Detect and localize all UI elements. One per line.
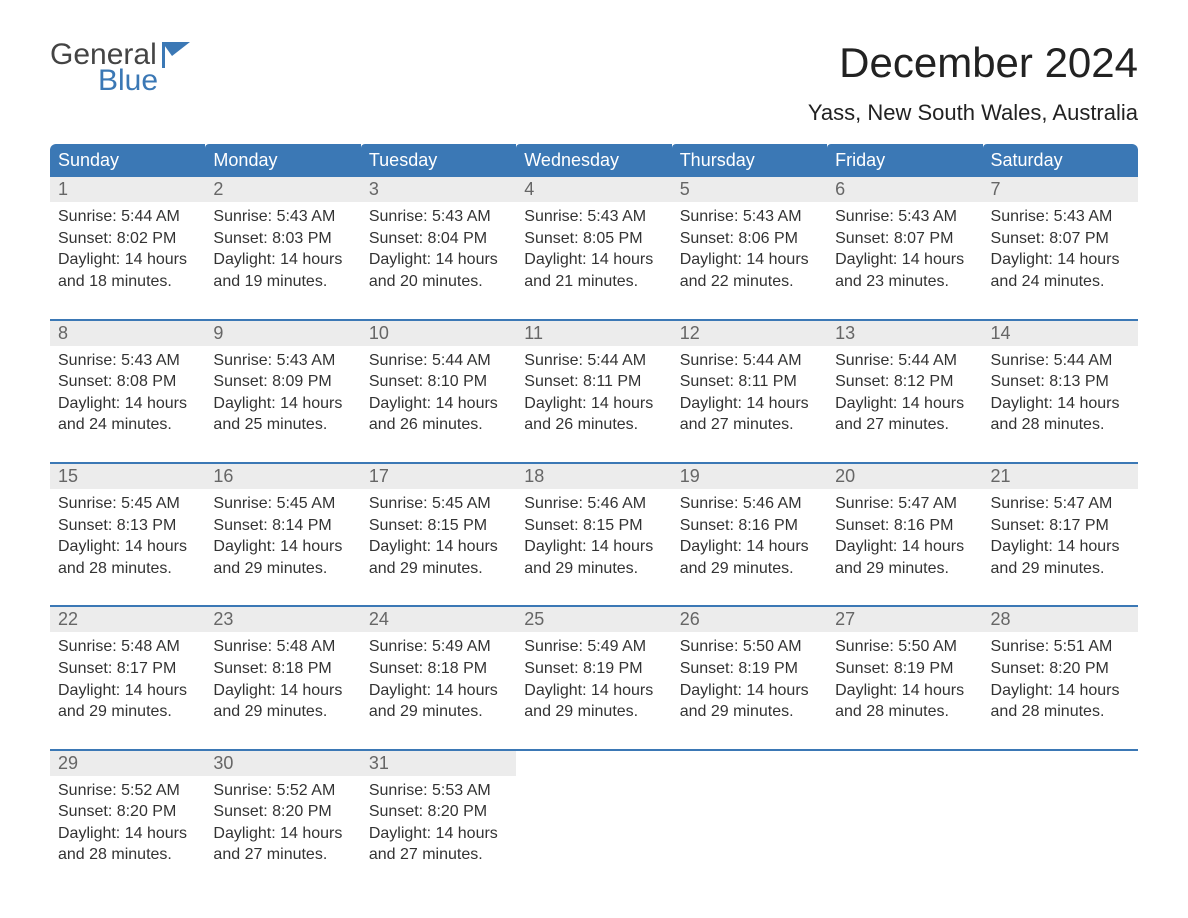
day-number-cell: 3: [361, 177, 516, 202]
day-number-cell: [672, 751, 827, 776]
daynum-row: 293031: [50, 751, 1138, 776]
day-info-cell: Sunrise: 5:50 AMSunset: 8:19 PMDaylight:…: [827, 632, 982, 749]
day-number-cell: 20: [827, 464, 982, 489]
daynum-row: 1234567: [50, 177, 1138, 202]
day-info-row: Sunrise: 5:48 AMSunset: 8:17 PMDaylight:…: [50, 632, 1138, 749]
day-info-row: Sunrise: 5:43 AMSunset: 8:08 PMDaylight:…: [50, 346, 1138, 463]
day-info-cell: Sunrise: 5:43 AMSunset: 8:09 PMDaylight:…: [205, 346, 360, 463]
day-number-cell: 5: [672, 177, 827, 202]
weekday-header: Thursday: [672, 144, 827, 177]
daynum-row: 891011121314: [50, 321, 1138, 346]
day-info-cell: Sunrise: 5:47 AMSunset: 8:16 PMDaylight:…: [827, 489, 982, 606]
day-number-cell: 23: [205, 607, 360, 632]
weekday-header: Tuesday: [361, 144, 516, 177]
day-number-cell: 30: [205, 751, 360, 776]
day-number-cell: 13: [827, 321, 982, 346]
day-number-cell: 24: [361, 607, 516, 632]
day-info-cell: [672, 776, 827, 892]
day-info-cell: Sunrise: 5:48 AMSunset: 8:17 PMDaylight:…: [50, 632, 205, 749]
day-number-cell: [516, 751, 671, 776]
weekday-header: Saturday: [983, 144, 1138, 177]
weekday-header-row: Sunday Monday Tuesday Wednesday Thursday…: [50, 144, 1138, 177]
weekday-header: Friday: [827, 144, 982, 177]
day-number-cell: 10: [361, 321, 516, 346]
day-info-cell: Sunrise: 5:43 AMSunset: 8:03 PMDaylight:…: [205, 202, 360, 319]
day-number-cell: 31: [361, 751, 516, 776]
day-info-cell: Sunrise: 5:49 AMSunset: 8:19 PMDaylight:…: [516, 632, 671, 749]
day-number-cell: 19: [672, 464, 827, 489]
day-info-cell: Sunrise: 5:45 AMSunset: 8:14 PMDaylight:…: [205, 489, 360, 606]
day-number-cell: 1: [50, 177, 205, 202]
day-number-cell: 21: [983, 464, 1138, 489]
location-text: Yass, New South Wales, Australia: [808, 100, 1138, 126]
day-info-cell: Sunrise: 5:43 AMSunset: 8:04 PMDaylight:…: [361, 202, 516, 319]
logo: General Blue: [50, 40, 196, 96]
day-info-cell: Sunrise: 5:43 AMSunset: 8:07 PMDaylight:…: [827, 202, 982, 319]
page: General Blue December 2024 Yass, New Sou…: [0, 0, 1188, 918]
day-number-cell: 9: [205, 321, 360, 346]
day-number-cell: 26: [672, 607, 827, 632]
weekday-header: Wednesday: [516, 144, 671, 177]
day-info-cell: Sunrise: 5:47 AMSunset: 8:17 PMDaylight:…: [983, 489, 1138, 606]
day-number-cell: 28: [983, 607, 1138, 632]
day-info-cell: Sunrise: 5:44 AMSunset: 8:13 PMDaylight:…: [983, 346, 1138, 463]
day-number-cell: [827, 751, 982, 776]
day-info-cell: Sunrise: 5:48 AMSunset: 8:18 PMDaylight:…: [205, 632, 360, 749]
day-info-row: Sunrise: 5:52 AMSunset: 8:20 PMDaylight:…: [50, 776, 1138, 892]
month-title: December 2024: [808, 40, 1138, 86]
day-info-cell: Sunrise: 5:46 AMSunset: 8:16 PMDaylight:…: [672, 489, 827, 606]
day-info-cell: Sunrise: 5:44 AMSunset: 8:11 PMDaylight:…: [516, 346, 671, 463]
day-number-cell: 27: [827, 607, 982, 632]
day-info-cell: Sunrise: 5:53 AMSunset: 8:20 PMDaylight:…: [361, 776, 516, 892]
day-number-cell: 8: [50, 321, 205, 346]
day-number-cell: 17: [361, 464, 516, 489]
day-number-cell: 16: [205, 464, 360, 489]
logo-text-block: General Blue: [50, 40, 158, 96]
weekday-header: Sunday: [50, 144, 205, 177]
day-info-cell: Sunrise: 5:52 AMSunset: 8:20 PMDaylight:…: [205, 776, 360, 892]
day-number-cell: 4: [516, 177, 671, 202]
day-info-cell: Sunrise: 5:44 AMSunset: 8:02 PMDaylight:…: [50, 202, 205, 319]
day-info-cell: [983, 776, 1138, 892]
day-number-cell: 12: [672, 321, 827, 346]
day-number-cell: 18: [516, 464, 671, 489]
day-info-cell: Sunrise: 5:50 AMSunset: 8:19 PMDaylight:…: [672, 632, 827, 749]
day-info-cell: Sunrise: 5:44 AMSunset: 8:10 PMDaylight:…: [361, 346, 516, 463]
day-number-cell: 15: [50, 464, 205, 489]
day-number-cell: 22: [50, 607, 205, 632]
day-number-cell: 25: [516, 607, 671, 632]
day-info-cell: [516, 776, 671, 892]
day-info-cell: Sunrise: 5:46 AMSunset: 8:15 PMDaylight:…: [516, 489, 671, 606]
daynum-row: 22232425262728: [50, 607, 1138, 632]
weekday-header: Monday: [205, 144, 360, 177]
day-info-cell: Sunrise: 5:49 AMSunset: 8:18 PMDaylight:…: [361, 632, 516, 749]
day-info-cell: Sunrise: 5:44 AMSunset: 8:11 PMDaylight:…: [672, 346, 827, 463]
day-info-row: Sunrise: 5:44 AMSunset: 8:02 PMDaylight:…: [50, 202, 1138, 319]
day-number-cell: [983, 751, 1138, 776]
logo-text-blue: Blue: [98, 66, 158, 96]
day-info-cell: Sunrise: 5:52 AMSunset: 8:20 PMDaylight:…: [50, 776, 205, 892]
day-info-row: Sunrise: 5:45 AMSunset: 8:13 PMDaylight:…: [50, 489, 1138, 606]
day-info-cell: Sunrise: 5:43 AMSunset: 8:06 PMDaylight:…: [672, 202, 827, 319]
day-info-cell: Sunrise: 5:43 AMSunset: 8:08 PMDaylight:…: [50, 346, 205, 463]
day-info-cell: Sunrise: 5:45 AMSunset: 8:15 PMDaylight:…: [361, 489, 516, 606]
day-number-cell: 14: [983, 321, 1138, 346]
header: General Blue December 2024 Yass, New Sou…: [50, 40, 1138, 126]
day-info-cell: Sunrise: 5:43 AMSunset: 8:05 PMDaylight:…: [516, 202, 671, 319]
day-info-cell: Sunrise: 5:44 AMSunset: 8:12 PMDaylight:…: [827, 346, 982, 463]
daynum-row: 15161718192021: [50, 464, 1138, 489]
day-number-cell: 2: [205, 177, 360, 202]
logo-flag-icon: [162, 42, 196, 73]
day-info-cell: Sunrise: 5:51 AMSunset: 8:20 PMDaylight:…: [983, 632, 1138, 749]
day-number-cell: 11: [516, 321, 671, 346]
day-number-cell: 6: [827, 177, 982, 202]
day-info-cell: [827, 776, 982, 892]
day-info-cell: Sunrise: 5:43 AMSunset: 8:07 PMDaylight:…: [983, 202, 1138, 319]
day-number-cell: 29: [50, 751, 205, 776]
calendar-table: Sunday Monday Tuesday Wednesday Thursday…: [50, 144, 1138, 892]
day-number-cell: 7: [983, 177, 1138, 202]
title-block: December 2024 Yass, New South Wales, Aus…: [808, 40, 1138, 126]
calendar-body: 1234567Sunrise: 5:44 AMSunset: 8:02 PMDa…: [50, 177, 1138, 892]
day-info-cell: Sunrise: 5:45 AMSunset: 8:13 PMDaylight:…: [50, 489, 205, 606]
